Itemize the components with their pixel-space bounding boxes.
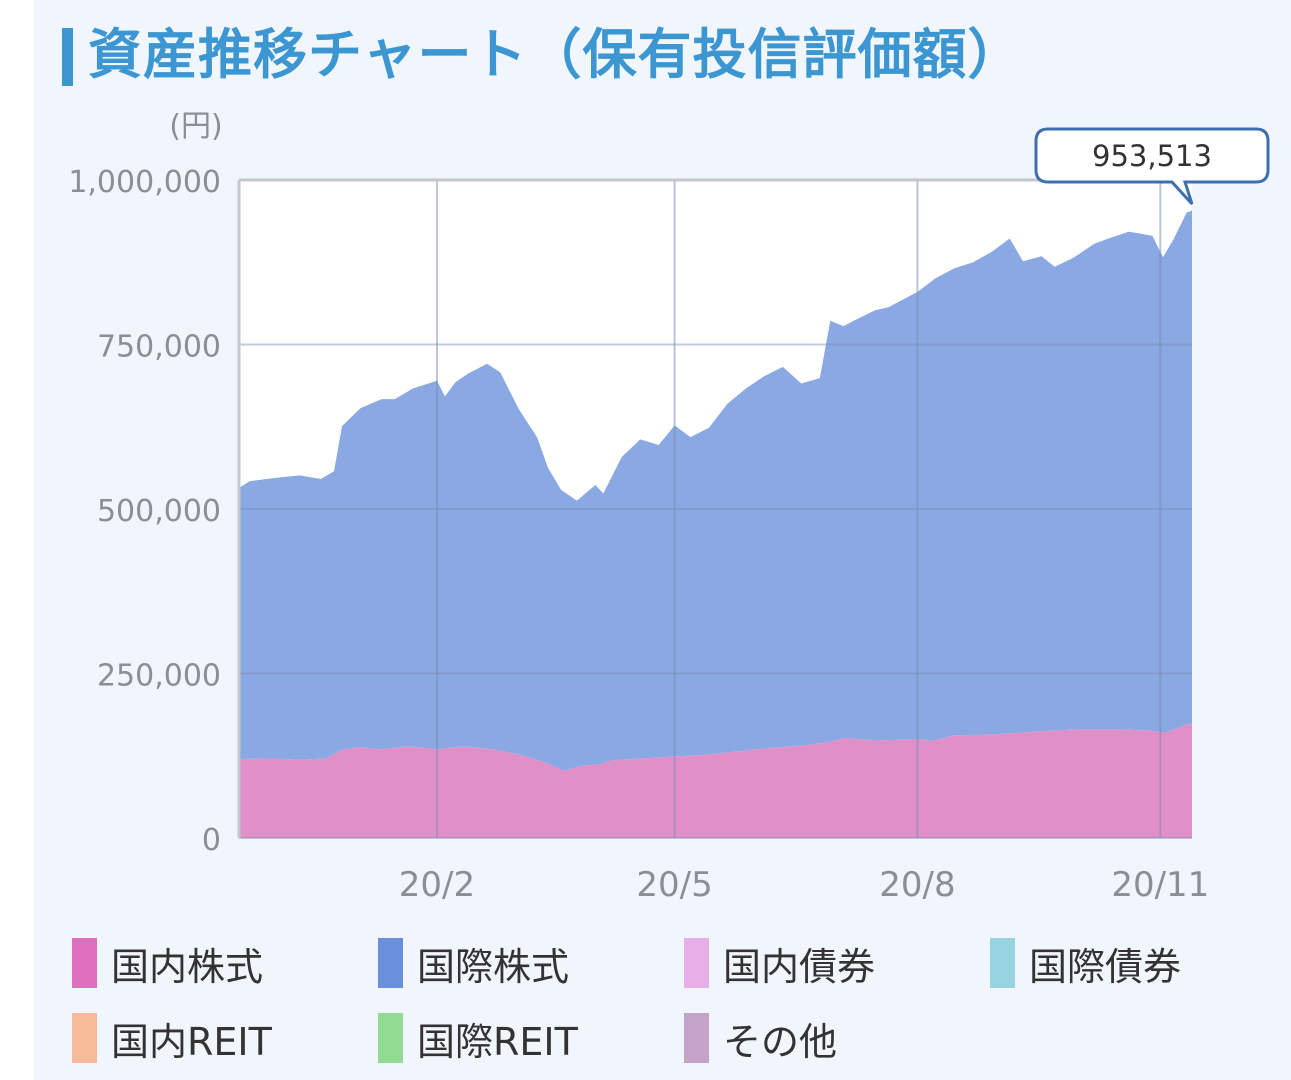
chart-title: 資産推移チャート（保有投信評価額）: [88, 23, 1023, 86]
legend-item[interactable]: 国内REIT: [72, 1012, 272, 1064]
legend-item[interactable]: その他: [684, 1012, 837, 1064]
y-unit-label: (円): [169, 109, 222, 144]
legend-swatch: [378, 1013, 403, 1063]
x-tick-label: 20/8: [879, 865, 955, 905]
y-tick-label: 250,000: [97, 659, 221, 694]
legend-label: 国内REIT: [111, 1019, 272, 1064]
legend-item[interactable]: 国際債券: [990, 937, 1181, 989]
y-tick-label: 750,000: [97, 330, 221, 365]
legend-label: 国内債券: [723, 944, 876, 989]
tooltip-box: [1034, 127, 1270, 206]
x-tick-label: 20/2: [399, 865, 475, 905]
legend-swatch: [72, 1013, 97, 1063]
legend-label: 国内株式: [111, 944, 264, 989]
y-tick-label: 1,000,000: [68, 165, 221, 200]
y-tick-label: 500,000: [97, 494, 221, 529]
legend-swatch: [378, 938, 403, 988]
legend-item[interactable]: 国内債券: [684, 937, 875, 989]
legend-item[interactable]: 国内株式: [72, 937, 263, 989]
legend-label: その他: [723, 1019, 838, 1064]
x-tick-label: 20/5: [636, 865, 712, 905]
y-tick-label: 0: [202, 823, 221, 858]
legend-swatch: [990, 938, 1015, 988]
area-series-1: [239, 722, 1192, 838]
legend-item[interactable]: 国際株式: [378, 937, 569, 989]
legend-swatch: [684, 938, 709, 988]
legend-label: 国際債券: [1029, 944, 1182, 989]
legend-label: 国際株式: [417, 944, 570, 989]
legend-label: 国際REIT: [417, 1019, 578, 1064]
x-tick-label: 20/11: [1111, 865, 1209, 905]
legend-swatch: [72, 938, 97, 988]
legend-item[interactable]: 国際REIT: [378, 1012, 578, 1064]
legend-swatch: [684, 1013, 709, 1063]
tooltip-value: 953,513: [1092, 139, 1212, 173]
title-accent-bar: [62, 28, 73, 86]
area-series-2: [239, 210, 1192, 771]
